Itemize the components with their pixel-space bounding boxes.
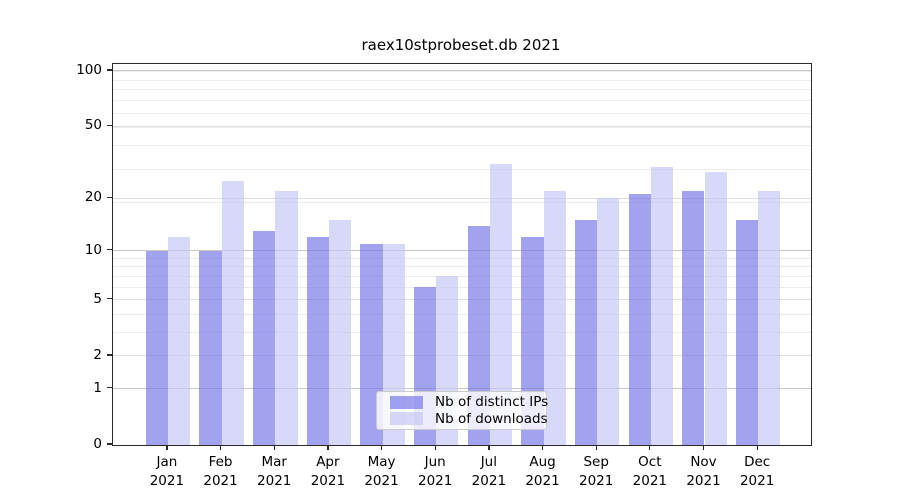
- x-tick-label: Jul 2021: [471, 454, 507, 489]
- bar-distinct-ips: [467, 225, 490, 445]
- bar-distinct-ips: [306, 237, 329, 445]
- gridline: [113, 332, 811, 334]
- x-tick-mark: [380, 445, 383, 450]
- legend: Nb of distinct IPs Nb of downloads: [376, 391, 548, 430]
- bar-downloads: [489, 164, 513, 445]
- gridline: [113, 299, 811, 301]
- legend-label-downloads: Nb of downloads: [435, 410, 548, 427]
- grid-layer: [113, 64, 811, 445]
- bar-distinct-ips: [682, 190, 705, 445]
- bar-downloads: [543, 190, 566, 445]
- bar-downloads: [650, 166, 674, 445]
- y-tick-mark: [107, 387, 112, 389]
- bar-distinct-ips: [199, 250, 222, 445]
- gridline: [113, 250, 811, 252]
- bar-distinct-ips: [735, 220, 759, 445]
- y-tick-mark: [107, 69, 112, 71]
- y-tick-mark: [107, 196, 112, 198]
- x-tick-label: Feb 2021: [203, 454, 238, 489]
- bar-distinct-ips: [145, 250, 168, 445]
- x-tick-mark: [702, 445, 705, 450]
- gridline: [113, 145, 811, 147]
- y-tick-mark: [107, 248, 112, 251]
- gridline: [113, 112, 811, 114]
- gridline: [113, 201, 811, 203]
- legend-label-distinct-ips: Nb of distinct IPs: [435, 394, 549, 411]
- x-tick-mark: [273, 445, 275, 450]
- y-tick-label: 10: [84, 241, 102, 258]
- x-tick-mark: [595, 445, 597, 450]
- y-tick-mark: [107, 443, 112, 445]
- x-tick-mark: [327, 445, 329, 450]
- legend-row: Nb of distinct IPs: [390, 394, 548, 410]
- bar-layer: [113, 64, 811, 445]
- bar-downloads: [704, 172, 727, 445]
- gridline: [113, 70, 811, 72]
- plot-area: [112, 63, 812, 446]
- x-tick-label: Apr 2021: [310, 454, 346, 489]
- gridline: [113, 257, 811, 259]
- y-tick-mark: [107, 124, 112, 126]
- gridline: [113, 100, 811, 102]
- x-tick-label: May 2021: [364, 454, 399, 489]
- x-tick-label: Jun 2021: [418, 454, 453, 489]
- x-tick-label: Aug 2021: [525, 454, 560, 489]
- x-tick-label: Jan 2021: [149, 454, 185, 489]
- bar-downloads: [758, 190, 781, 445]
- gridline: [113, 197, 811, 199]
- bar-downloads: [275, 190, 298, 445]
- gridline: [113, 314, 811, 316]
- x-tick-mark: [488, 445, 490, 450]
- bar-downloads: [328, 220, 352, 445]
- gridline: [113, 168, 811, 170]
- y-tick-label: 1: [93, 379, 102, 396]
- x-tick-label: Sep 2021: [578, 454, 614, 489]
- legend-swatch-distinct-ips: [390, 395, 423, 409]
- y-tick-label: 20: [84, 189, 102, 206]
- gridline: [113, 275, 811, 277]
- gridline: [113, 266, 811, 268]
- x-tick-mark: [756, 445, 758, 450]
- y-tick-mark: [107, 354, 112, 356]
- legend-swatch-downloads: [390, 412, 423, 426]
- gridline: [113, 89, 811, 91]
- y-tick-label: 2: [93, 346, 102, 363]
- x-tick-label: Oct 2021: [632, 454, 667, 489]
- x-tick-label: Mar 2021: [257, 454, 292, 489]
- gridline: [113, 125, 811, 127]
- legend-row: Nb of downloads: [390, 411, 548, 427]
- x-tick-mark: [649, 445, 651, 450]
- bar-distinct-ips: [628, 194, 651, 445]
- gridline: [113, 71, 811, 73]
- x-tick-mark: [541, 445, 544, 450]
- bar-downloads: [597, 198, 620, 445]
- bar-downloads: [167, 237, 191, 445]
- x-tick-mark: [166, 445, 168, 450]
- y-tick-label: 5: [93, 290, 102, 307]
- y-tick-label: 100: [76, 61, 102, 78]
- bar-downloads: [221, 180, 244, 445]
- y-tick-label: 0: [93, 436, 102, 452]
- gridline: [113, 79, 811, 81]
- gridline: [113, 388, 811, 390]
- gridline: [113, 127, 811, 129]
- bar-distinct-ips: [574, 220, 598, 445]
- gridline: [113, 355, 811, 357]
- x-tick-mark: [434, 445, 436, 450]
- y-tick-mark: [107, 298, 112, 300]
- bar-distinct-ips: [252, 231, 276, 445]
- x-tick-mark: [219, 445, 222, 450]
- x-tick-label: Dec 2021: [739, 454, 775, 489]
- x-tick-label: Nov 2021: [686, 454, 721, 489]
- gridline: [113, 286, 811, 288]
- chart-title: raex10stprobeset.db 2021: [361, 36, 561, 54]
- y-tick-label: 50: [84, 117, 102, 134]
